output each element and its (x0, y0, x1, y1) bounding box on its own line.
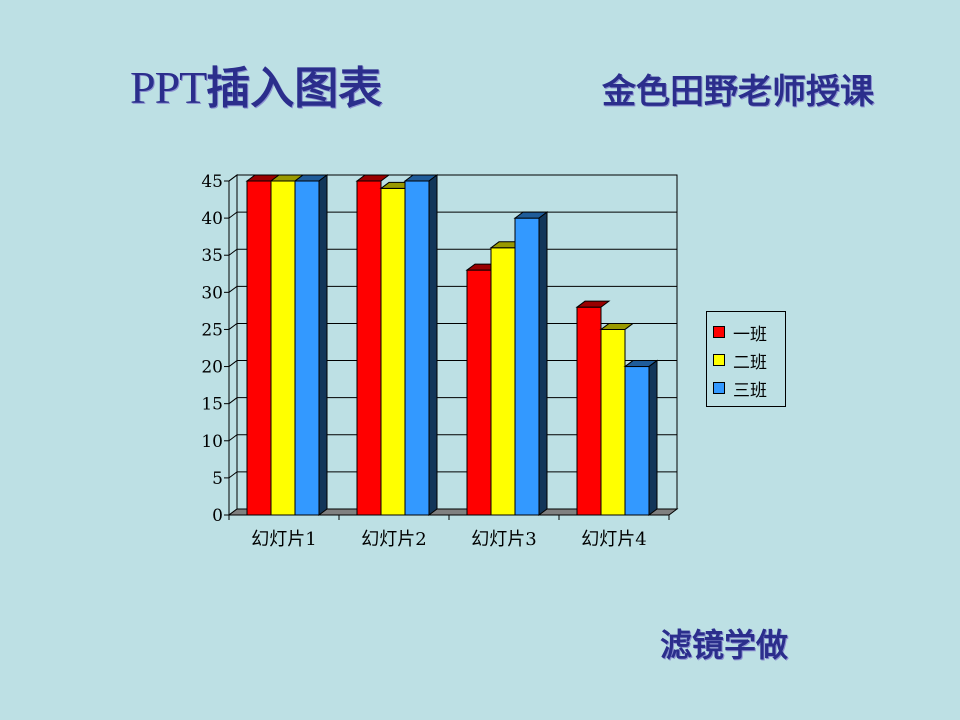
legend-swatch-0 (713, 326, 725, 338)
x-tick-label: 幻灯片4 (581, 529, 646, 550)
y-tick-label: 40 (201, 209, 223, 229)
bar (404, 180, 430, 516)
legend-label: 二班 (733, 352, 767, 373)
y-tick-label: 30 (201, 283, 223, 303)
bar (246, 180, 272, 516)
bar (600, 328, 626, 516)
bar (514, 217, 540, 516)
y-tick-label: 35 (201, 246, 223, 266)
chart-side-wall (228, 174, 238, 516)
legend-item: 三班 (707, 374, 785, 402)
y-tick-label: 5 (212, 469, 223, 489)
bar-top (355, 174, 391, 182)
x-tick-label: 幻灯片3 (471, 529, 536, 550)
y-tick-label: 45 (201, 172, 223, 192)
y-tick-label: 15 (201, 395, 223, 415)
bar-top (575, 300, 611, 308)
bar (576, 306, 602, 516)
slide-title-rest: 插入图表 (206, 63, 383, 114)
gridline (228, 174, 677, 182)
y-axis: 0 5 10 15 20 25 30 35 40 45 (201, 172, 230, 526)
legend-swatch-1 (713, 354, 725, 366)
legend-label: 一班 (733, 324, 767, 345)
chart-walls (227, 174, 679, 516)
bar-side (428, 174, 438, 516)
bar (490, 247, 516, 516)
bar-side (538, 211, 548, 516)
legend-item: 一班 (707, 318, 785, 346)
slide-footer: 滤镜学做 (660, 626, 789, 664)
x-tick-label: 幻灯片2 (361, 529, 426, 550)
bar-side (318, 174, 328, 516)
y-tick-label: 20 (201, 358, 223, 378)
y-tick-label: 25 (201, 320, 223, 340)
bar (466, 269, 492, 516)
slide-subtitle: 金色田野老师授课 (602, 72, 874, 112)
bar (294, 180, 320, 516)
y-tick-label: 10 (201, 432, 223, 452)
bar-side (648, 359, 658, 516)
bar (356, 180, 382, 516)
bar (270, 180, 296, 516)
legend-item: 二班 (707, 346, 785, 374)
chart-legend: 一班 二班 三班 (706, 311, 786, 407)
x-axis: 幻灯片1 幻灯片2 幻灯片3 幻灯片4 (228, 514, 670, 550)
y-tick-label: 0 (212, 506, 223, 526)
bar (380, 187, 406, 516)
slide-title-ppt: PPT (130, 62, 207, 113)
legend-label: 三班 (733, 380, 767, 401)
bar-top (599, 322, 635, 330)
slide-title: PPT插入图表 (130, 52, 382, 116)
x-tick-label: 幻灯片1 (251, 529, 316, 550)
bar (624, 366, 650, 516)
legend-swatch-2 (713, 382, 725, 394)
